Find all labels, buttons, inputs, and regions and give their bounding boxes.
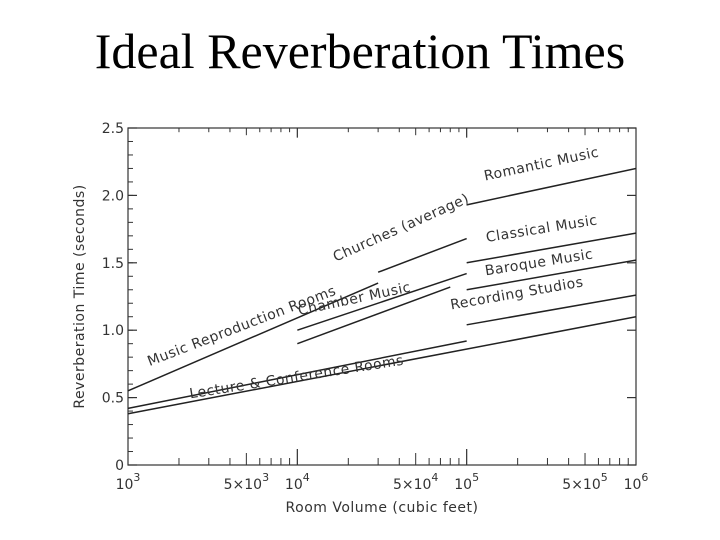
x-axis-title: Room Volume (cubic feet) [286,500,479,516]
plot-frame [127,127,637,466]
series-line [297,272,467,331]
x-tick-label: 105 [454,471,479,493]
series-line [127,315,637,415]
series-label: Chamber Music [297,280,413,320]
series-line [377,237,467,273]
y-tick-label: 0 [115,458,124,474]
series-line [466,167,637,206]
y-tick-label: 0.5 [102,391,124,407]
series-line [127,340,467,410]
y-tick-label: 2.0 [102,188,124,204]
tick-labels: 0 0.5 1.0 1.5 2.0 2.5 103 5×103 104 5×104 105 5×105… [102,121,649,493]
series-line [466,259,637,291]
series-lines [127,167,637,415]
y-tick-label: 2.5 [102,121,124,137]
series-line [466,294,637,326]
series-label: Lecture & Conference Rooms [188,353,405,403]
series-label: Classical Music [485,212,599,245]
page-title: Ideal Reverberation Times [94,23,626,79]
x-tick-label: 5×104 [393,471,438,493]
x-tick-label: 5×103 [224,471,269,493]
series-line [127,282,379,392]
y-tick-label: 1.0 [102,323,124,339]
series-line [297,286,451,345]
series-labels: Romantic Music Churches (average) Classica… [145,145,600,403]
x-tick-label: 5×105 [562,471,607,493]
y-tick-label: 1.5 [102,256,124,272]
series-label: Romantic Music [483,145,601,185]
x-tick-label: 104 [285,471,310,493]
series-line [466,232,637,264]
x-tick-label: 106 [624,471,649,493]
y-axis-title: Reverberation Time (seconds) [72,184,88,408]
series-label: Churches (average) [331,191,472,265]
x-tick-label: 103 [116,471,141,493]
